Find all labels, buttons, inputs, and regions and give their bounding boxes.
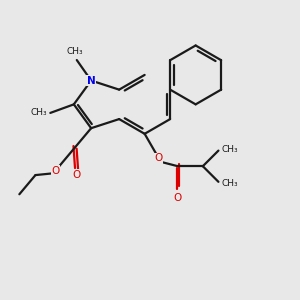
Text: O: O [174,193,182,203]
Text: CH₃: CH₃ [67,46,84,56]
Text: O: O [73,170,81,180]
Text: CH₃: CH₃ [221,145,238,154]
Text: CH₃: CH₃ [221,179,238,188]
Text: O: O [51,166,60,176]
Text: O: O [154,153,163,163]
Text: N: N [87,76,95,85]
Text: CH₃: CH₃ [31,108,47,117]
